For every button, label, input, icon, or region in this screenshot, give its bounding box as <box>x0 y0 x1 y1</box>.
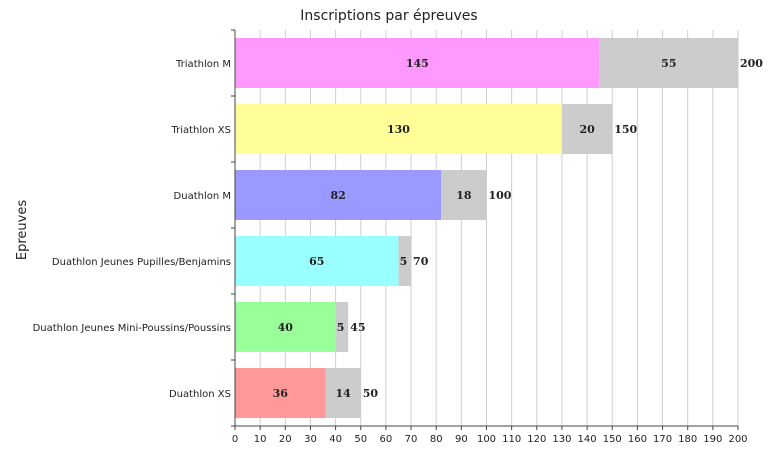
x-tick-label: 50 <box>354 434 367 445</box>
data-label-restantes: 18 <box>456 189 472 202</box>
x-tick-label: 110 <box>502 434 521 445</box>
bar-inscrits-0 <box>235 38 600 88</box>
category-labels: Triathlon M Triathlon XS Duathlon M Duathlo… <box>33 59 231 400</box>
x-tick-labels: 0 10 20 30 40 50 60 70 80 90 100 110 120 130 140 150 160… <box>232 434 748 445</box>
bar-restantes-4 <box>335 302 349 352</box>
chart-title: Inscriptions par épreuves <box>300 8 477 24</box>
x-tick-label: 0 <box>232 434 238 445</box>
data-label-inscrits: 130 <box>387 123 410 136</box>
category-label: Triathlon XS <box>170 125 231 136</box>
grid-lines <box>259 30 739 426</box>
x-tick-label: 30 <box>304 434 317 445</box>
axes <box>231 29 739 430</box>
x-tick-label: 180 <box>678 434 697 445</box>
data-label-inscrits: 82 <box>330 189 345 202</box>
category-label: Duathlon Jeunes Mini-Poussins/Poussins <box>33 323 231 334</box>
category-label: Duathlon M <box>174 191 231 202</box>
x-tick-label: 70 <box>405 434 418 445</box>
category-label: Triathlon M <box>175 59 231 70</box>
x-tick-label: 100 <box>477 434 496 445</box>
bar-restantes-1 <box>561 104 613 154</box>
x-tick-label: 20 <box>279 434 292 445</box>
x-tick-label: 150 <box>603 434 622 445</box>
bar-inscrits-1 <box>235 104 562 154</box>
x-tick-label: 40 <box>329 434 342 445</box>
bar-restantes-5 <box>325 368 361 418</box>
data-label-restantes: 55 <box>661 57 676 70</box>
bar-inscrits-2 <box>235 170 442 220</box>
x-tick-label: 120 <box>527 434 546 445</box>
data-label-restantes: 14 <box>335 387 351 400</box>
x-tick-label: 130 <box>552 434 571 445</box>
data-label-restantes: 5 <box>400 255 408 268</box>
y-axis-label: Epreuves <box>15 200 30 260</box>
data-label-inscrits: 40 <box>278 321 294 334</box>
data-label-total: 200 <box>740 57 763 70</box>
data-label-total: 100 <box>489 189 512 202</box>
x-tick-label: 190 <box>703 434 722 445</box>
x-tick-label: 200 <box>728 434 747 445</box>
bar-restantes-2 <box>441 170 487 220</box>
bar-inscrits-4 <box>235 302 336 352</box>
data-label-total: 150 <box>614 123 637 136</box>
data-labels: 145 55 200 130 20 150 82 18 100 65 5 70 40 5 45 36 14 50 <box>273 57 764 400</box>
category-label: Duathlon XS <box>169 389 231 400</box>
data-label-restantes: 5 <box>337 321 345 334</box>
x-tick-label: 90 <box>455 434 468 445</box>
bars <box>235 38 738 418</box>
x-tick-label: 10 <box>254 434 267 445</box>
x-tick-label: 60 <box>380 434 393 445</box>
x-tick-label: 80 <box>430 434 443 445</box>
data-label-inscrits: 145 <box>406 57 429 70</box>
data-label-inscrits: 36 <box>273 387 289 400</box>
data-label-total: 50 <box>363 387 379 400</box>
x-tick-label: 140 <box>578 434 597 445</box>
bar-inscrits-5 <box>235 368 326 418</box>
bar-inscrits-3 <box>235 236 399 286</box>
x-tick-label: 170 <box>653 434 672 445</box>
category-label: Duathlon Jeunes Pupilles/Benjamins <box>52 257 231 268</box>
x-tick-label: 160 <box>628 434 647 445</box>
bar-restantes-0 <box>599 38 738 88</box>
bar-restantes-3 <box>398 236 412 286</box>
data-label-restantes: 20 <box>579 123 595 136</box>
data-label-total: 70 <box>413 255 429 268</box>
data-label-inscrits: 65 <box>309 255 324 268</box>
data-label-total: 45 <box>350 321 365 334</box>
